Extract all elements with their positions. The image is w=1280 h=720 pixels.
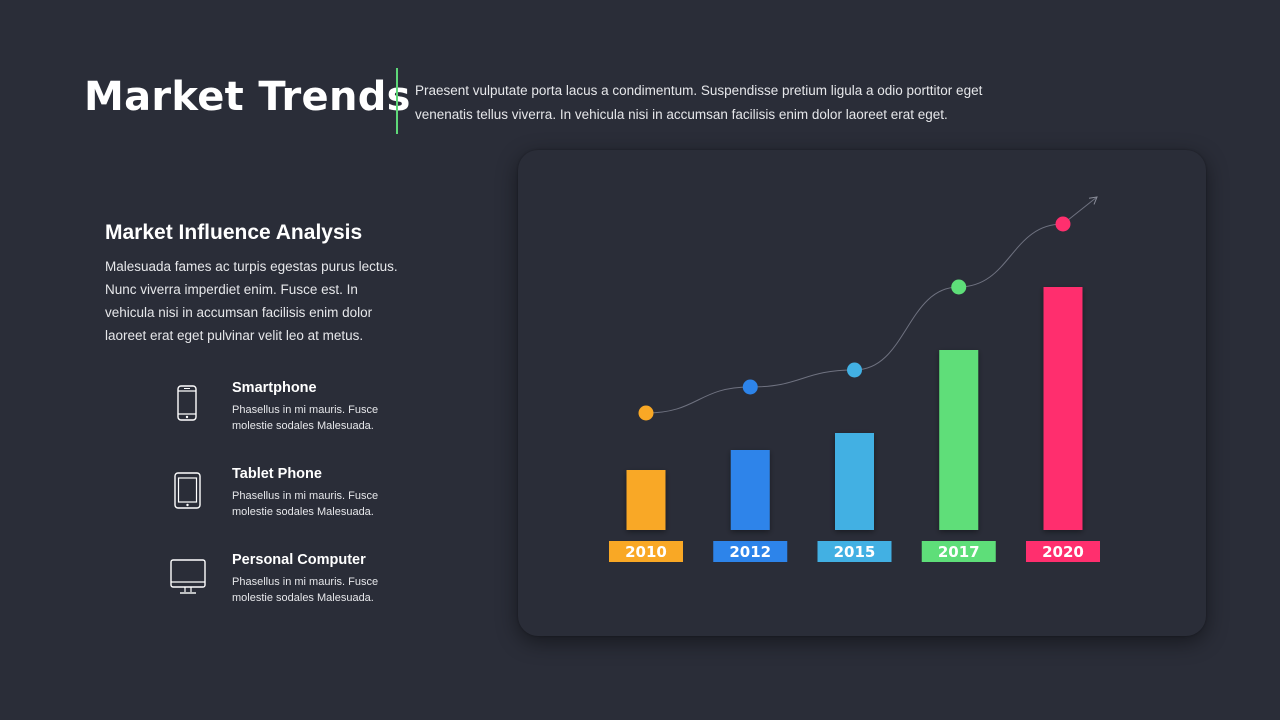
year-label-2012: 2012 — [729, 543, 771, 561]
analysis-line: Malesuada fames ac turpis egestas purus … — [105, 259, 398, 274]
device-name: Personal Computer — [232, 552, 366, 568]
analysis-title: Market Influence Analysis — [105, 221, 363, 244]
analysis-line: laoreet erat eget pulvinar velit leo at … — [105, 328, 364, 343]
smartphone-icon — [168, 380, 208, 424]
year-label-bg-2020 — [1026, 541, 1100, 562]
title-divider — [396, 68, 398, 134]
intro-line: Praesent vulputate porta lacus a condime… — [415, 83, 983, 98]
device-desc-line: molestie sodales Malesuada. — [232, 506, 374, 518]
analysis-text: Malesuada fames ac turpis egestas purus … — [105, 255, 435, 347]
bar-2015 — [835, 433, 874, 530]
tablet-icon — [168, 466, 208, 510]
year-label-bg-2017 — [921, 541, 996, 562]
year-label-bg-2012 — [713, 541, 788, 562]
year-label-2017: 2017 — [938, 543, 980, 561]
trend-point-2020 — [1055, 216, 1071, 232]
analysis-line: vehicula nisi in accumsan facilisis enim… — [105, 305, 373, 320]
device-name: Smartphone — [232, 380, 317, 396]
device-desc: Phasellus in mi mauris. Fusce molestie s… — [232, 402, 412, 434]
trend-point-2017 — [951, 279, 967, 295]
device-name: Tablet Phone — [232, 466, 322, 482]
chart-card: 2010 2012 2015 2017 2020 — [518, 150, 1206, 636]
bar-2020 — [1043, 287, 1083, 530]
bar-2010 — [626, 470, 666, 530]
device-tablet: Tablet Phone Phasellus in mi mauris. Fus… — [168, 466, 448, 530]
year-label-2015: 2015 — [834, 543, 876, 561]
year-label-2020: 2020 — [1042, 543, 1084, 561]
intro-text: Praesent vulputate porta lacus a condime… — [415, 79, 1055, 127]
device-computer: Personal Computer Phasellus in mi mauris… — [168, 552, 448, 616]
year-label-bg-2015 — [817, 541, 892, 562]
device-desc: Phasellus in mi mauris. Fusce molestie s… — [232, 574, 412, 606]
market-trend-chart: 2010 2012 2015 2017 2020 — [609, 196, 1100, 562]
device-desc-line: molestie sodales Malesuada. — [232, 420, 374, 432]
device-desc-line: Phasellus in mi mauris. Fusce — [232, 576, 379, 588]
year-label-bg-2010 — [609, 541, 683, 562]
device-smartphone: Smartphone Phasellus in mi mauris. Fusce… — [168, 380, 448, 444]
analysis-line: Nunc viverra imperdiet enim. Fusce est. … — [105, 282, 358, 297]
device-desc: Phasellus in mi mauris. Fusce molestie s… — [232, 488, 412, 520]
trend-point-2012 — [742, 379, 758, 395]
trend-point-2015 — [847, 362, 862, 378]
trend-line — [645, 196, 1098, 414]
page-title: Market Trends — [84, 74, 411, 120]
intro-line: venenatis tellus viverra. In vehicula ni… — [415, 107, 948, 122]
year-label-2010: 2010 — [625, 543, 667, 561]
device-desc-line: molestie sodales Malesuada. — [232, 592, 374, 604]
bar-2017 — [939, 350, 979, 530]
device-desc-line: Phasellus in mi mauris. Fusce — [232, 490, 379, 502]
trend-point-2010 — [638, 405, 654, 421]
monitor-icon — [168, 552, 208, 596]
bar-2012 — [730, 450, 770, 530]
device-desc-line: Phasellus in mi mauris. Fusce — [232, 404, 379, 416]
